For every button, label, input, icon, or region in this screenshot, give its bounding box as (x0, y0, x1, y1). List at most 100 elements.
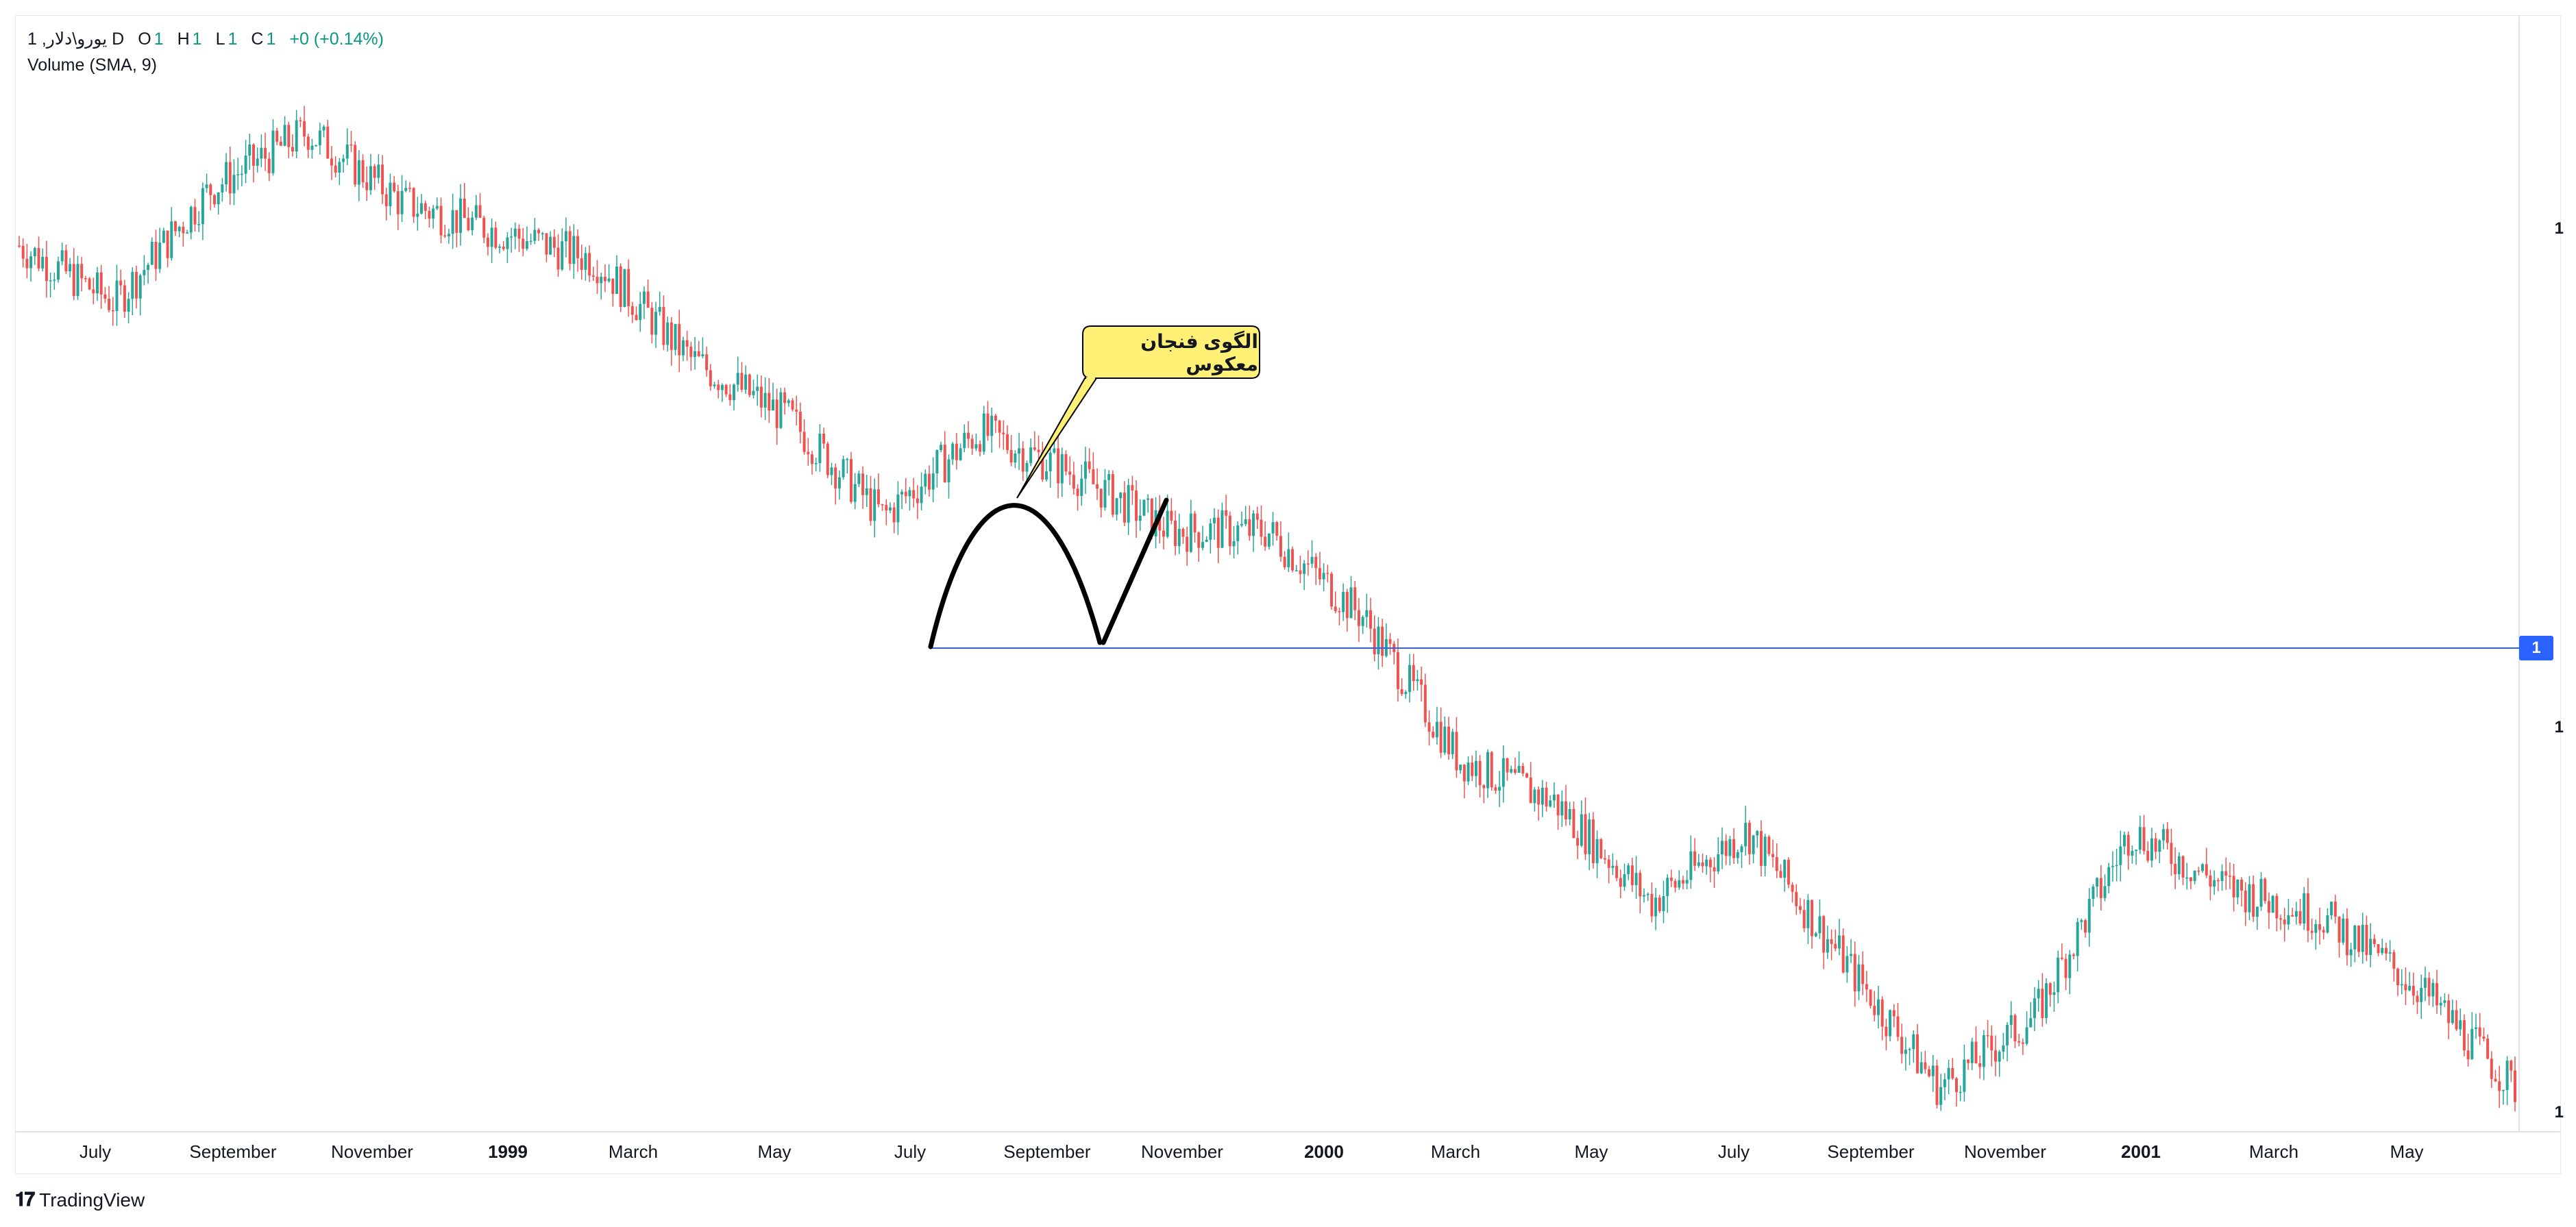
candle-body (2135, 850, 2138, 852)
candle-body (556, 247, 560, 270)
candle-body (1599, 839, 1603, 858)
candle-body (662, 307, 665, 345)
low-value: 1 (228, 29, 238, 49)
candle-body (240, 173, 243, 175)
candle-body (1869, 989, 1872, 1006)
candle-body (561, 241, 564, 270)
candle-body (138, 275, 142, 299)
candle-body (60, 250, 64, 262)
candle-body (2166, 829, 2169, 843)
candle-body (69, 264, 72, 272)
candle-body (2404, 984, 2407, 991)
candle-body (170, 221, 173, 258)
candle-body (1853, 954, 1856, 991)
candle-body (365, 182, 369, 190)
chart-frame[interactable] (15, 15, 2561, 1174)
candle-body (1189, 513, 1192, 552)
candle-body (2283, 919, 2286, 925)
candle-body (2025, 1027, 2028, 1044)
candle-body (99, 272, 103, 295)
candle-body (1529, 777, 1532, 804)
inverted-cup-curve[interactable] (928, 503, 1103, 649)
candle-body (459, 198, 463, 233)
candle-body (865, 488, 868, 495)
candle-body (173, 221, 177, 232)
candle-body (748, 374, 751, 395)
ohlc-legend[interactable]: 1 ,یورو\دلار D O 1 H 1 L 1 C 1 +0 (+0.14%) (27, 26, 384, 52)
candle-body (1876, 999, 1880, 1015)
candle-body (1220, 510, 1224, 548)
candle-body (1404, 692, 1408, 695)
candle-body (1076, 488, 1079, 496)
candle-body (2205, 864, 2208, 876)
candle-body (955, 443, 958, 460)
candle-body (876, 489, 880, 505)
candle-body (420, 203, 424, 214)
candle-body (522, 238, 525, 249)
candle-body (744, 374, 748, 390)
candle-body (1912, 1034, 1915, 1050)
candle-body (1057, 448, 1060, 484)
candle-body (678, 323, 681, 356)
candle-body (236, 174, 240, 175)
candle-body (1260, 519, 1263, 537)
candle-body (1705, 859, 1708, 867)
candle-body (322, 126, 326, 131)
candle-body (670, 322, 673, 350)
candle-body (1201, 542, 1204, 548)
candle-body (2115, 865, 2118, 867)
symbol-name[interactable]: 1 ,یورو\دلار D (27, 29, 125, 49)
candle-body (400, 190, 404, 214)
candle-body (76, 264, 79, 297)
candle-body (1181, 528, 1185, 537)
candle-body (2514, 1070, 2516, 1102)
candle-body (209, 184, 212, 195)
tradingview-brand[interactable]: 𝟏𝟕 TradingView (15, 1189, 145, 1211)
candle-body (1756, 830, 1759, 836)
candle-body (1435, 721, 1438, 738)
candle-body (1303, 563, 1306, 574)
candle-body (963, 432, 966, 449)
volume-indicator-legend[interactable]: Volume (SMA, 9) (27, 55, 157, 75)
candle-body (1486, 752, 1490, 789)
candle-body (1552, 794, 1556, 801)
candle-body (615, 266, 619, 294)
candle-body (1236, 525, 1240, 541)
candle-body (1798, 906, 1802, 910)
candle-body (1338, 611, 1341, 612)
annotation-callout[interactable] (1082, 325, 1260, 379)
candle-body (772, 399, 775, 411)
candle-body (1693, 851, 1697, 866)
candle-body (451, 210, 454, 234)
candle-body (1740, 846, 1743, 852)
candle-body (2224, 871, 2228, 876)
candle-body (2232, 876, 2235, 897)
candle-body (1560, 801, 1564, 816)
candle-body (2369, 939, 2372, 955)
candle-body (2384, 947, 2388, 954)
candle-body (201, 188, 204, 225)
candle-body (2236, 879, 2240, 897)
candle-body (1744, 822, 1747, 847)
candle-body (2006, 1024, 2009, 1045)
candle-body (1619, 878, 1622, 887)
time-axis-label: May (757, 1141, 792, 1162)
candle-body (80, 264, 84, 279)
candle-body (1959, 1091, 1962, 1093)
candle-body (811, 454, 814, 464)
candle-body (33, 248, 36, 257)
candle-body (134, 271, 138, 299)
candle-body (2365, 924, 2368, 955)
candle-body (2248, 884, 2251, 913)
candle-body (1682, 880, 1684, 884)
candle-body (1244, 519, 1247, 524)
breakout-line[interactable] (1101, 497, 1169, 645)
candle-body (1252, 513, 1255, 536)
candle-body (424, 203, 427, 211)
candle-body (1752, 835, 1755, 854)
candle-body (1271, 522, 1275, 534)
candle-body (1041, 451, 1044, 480)
candle-body (596, 276, 599, 284)
candle-body (1029, 447, 1033, 463)
